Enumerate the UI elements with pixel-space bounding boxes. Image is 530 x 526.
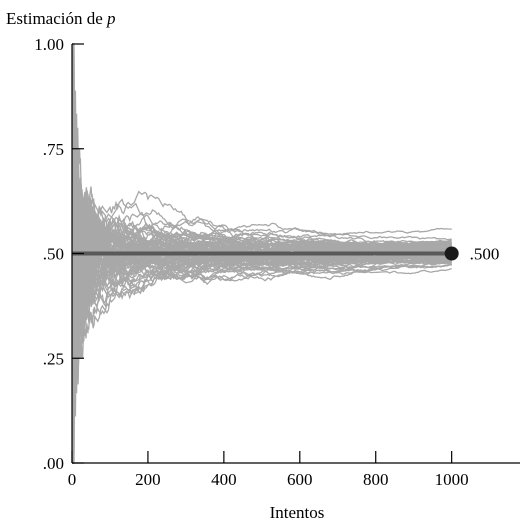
y-axis-label-variable: p: [106, 9, 116, 28]
simulation-paths: [71, 43, 453, 464]
x-tick-label: 400: [211, 470, 237, 489]
y-tick-label: .75: [43, 140, 64, 159]
y-axis-label: Estimación de p: [6, 9, 116, 28]
estimate-path: [71, 43, 452, 380]
x-tick-label: 800: [363, 470, 389, 489]
y-tick-label: .50: [43, 245, 64, 264]
y-tick-label: .25: [43, 349, 64, 368]
x-tick-label: 1000: [435, 470, 469, 489]
estimate-path: [72, 267, 452, 464]
y-tick-label: .00: [43, 454, 64, 473]
estimate-path: [72, 256, 452, 464]
x-axis-label: Intentos: [270, 503, 325, 522]
estimate-path: [72, 207, 452, 464]
estimate-path: [71, 43, 452, 359]
x-tick-label: 600: [287, 470, 313, 489]
estimate-path: [72, 256, 452, 464]
endpoint-marker: [444, 246, 459, 261]
estimate-path: [71, 43, 452, 359]
estimate-path: [72, 43, 452, 335]
estimate-path: [72, 43, 452, 253]
estimate-path: [71, 43, 452, 359]
x-tick-label: 0: [68, 470, 77, 489]
x-ticks: 0 200 400 600 800 1000: [68, 451, 469, 489]
estimate-path: [71, 43, 452, 359]
y-ticks: .00 .25 .50 .75 1.00: [34, 35, 84, 473]
estimate-path: [72, 201, 452, 464]
endpoint-label: .500: [470, 245, 500, 264]
y-tick-label: 1.00: [34, 35, 64, 54]
x-tick-label: 200: [135, 470, 161, 489]
